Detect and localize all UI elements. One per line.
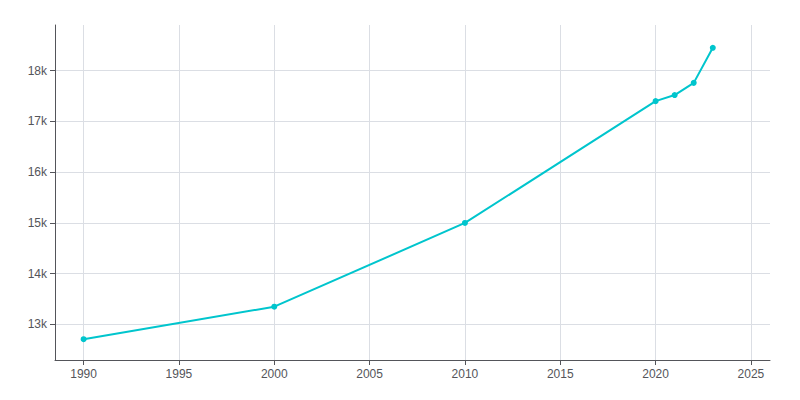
svg-text:18k: 18k <box>28 64 48 78</box>
svg-text:16k: 16k <box>28 165 48 179</box>
svg-text:2005: 2005 <box>356 367 383 381</box>
svg-text:13k: 13k <box>28 317 48 331</box>
svg-text:2010: 2010 <box>452 367 479 381</box>
svg-text:14k: 14k <box>28 267 48 281</box>
svg-text:1995: 1995 <box>166 367 193 381</box>
svg-text:2000: 2000 <box>261 367 288 381</box>
svg-text:2020: 2020 <box>642 367 669 381</box>
svg-text:17k: 17k <box>28 114 48 128</box>
svg-text:2025: 2025 <box>738 367 765 381</box>
svg-text:1990: 1990 <box>70 367 97 381</box>
svg-text:15k: 15k <box>28 216 48 230</box>
svg-text:2015: 2015 <box>547 367 574 381</box>
